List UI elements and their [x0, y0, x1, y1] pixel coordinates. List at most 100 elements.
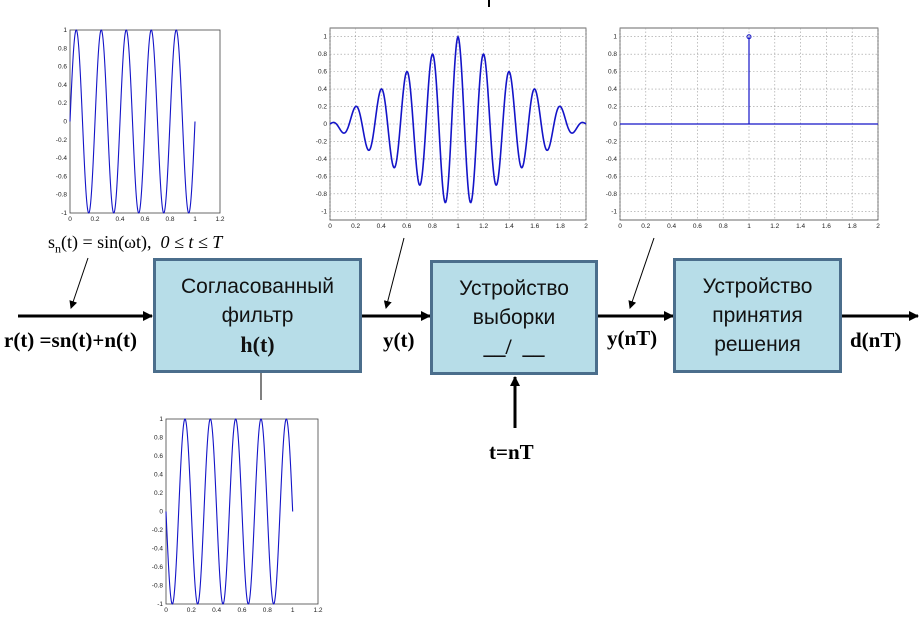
input-signal-label: r(t) =sn(t)+n(t) — [4, 328, 137, 352]
y-tick-label: 0.2 — [58, 100, 67, 107]
x-tick-label: 0.4 — [377, 223, 386, 230]
y-tick-label: -0.4 — [606, 156, 618, 163]
y-tick-label: -0.6 — [606, 173, 618, 180]
y-tick-label: -0.6 — [152, 564, 164, 571]
x-tick-label: 0.2 — [351, 223, 360, 230]
decision-subtitle-2: решения — [714, 333, 801, 356]
pointer-sample-plot — [628, 237, 655, 309]
y-tick-label: 0.8 — [58, 45, 67, 52]
x-tick-label: 2 — [584, 223, 588, 230]
x-tick-label: 0 — [68, 216, 72, 223]
x-tick-label: 0.4 — [667, 223, 676, 230]
y-tick-label: 0.8 — [318, 51, 327, 58]
x-tick-label: 0 — [328, 223, 332, 230]
y-tick-label: 0.2 — [318, 104, 327, 111]
y-tick-label: -0.2 — [316, 138, 328, 145]
y-tick-label: -0.8 — [152, 583, 164, 590]
x-tick-label: 0.2 — [187, 607, 196, 614]
sample-plot: 0 0.2 0.4 0.6 0.8 1 1.2 1.4 1.6 1.8 2 -1 -0.8 -0.6 -0.… — [606, 27, 880, 230]
y-tick-label: 0 — [323, 121, 327, 128]
signal-curve — [165, 418, 294, 605]
y-tick-label: 1 — [63, 27, 67, 34]
x-tick-label: 0.8 — [428, 223, 437, 230]
y-tick-label: 1 — [323, 34, 327, 41]
switch-symbol: __/ __ — [483, 334, 545, 359]
x-tick-label: 0.4 — [115, 216, 124, 223]
impulse-response-label: h(t) — [240, 332, 275, 357]
y-tick-label: -0.6 — [316, 173, 328, 180]
y-tick-label: 0.8 — [608, 51, 617, 58]
y-tick-label: 0.8 — [154, 435, 163, 442]
decision-subtitle-1: принятия — [712, 304, 803, 327]
y-tick-label: 0.6 — [58, 64, 67, 71]
x-tick-label: 0.2 — [641, 223, 650, 230]
formula-subscript: n — [55, 241, 62, 256]
x-tick-label: 0.6 — [237, 607, 246, 614]
y-tick-label: -0.8 — [606, 191, 618, 198]
sampler-output-label: y(nT) — [607, 326, 658, 350]
x-tick-label: 0.4 — [212, 607, 221, 614]
y-tick-label: -1 — [321, 208, 327, 215]
y-tick-label: 1 — [613, 34, 617, 41]
decision-block: Устройство принятия решения — [673, 258, 842, 373]
x-tick-label: 1 — [747, 223, 751, 230]
y-tick-label: 0.6 — [318, 69, 327, 76]
x-tick-label: 1.8 — [848, 223, 857, 230]
y-tick-label: -0.8 — [56, 192, 68, 199]
x-tick-label: 1 — [193, 216, 197, 223]
matched-filter-subtitle: фильтр — [221, 304, 294, 327]
formula-expression: (t) = sin(ωt), — [61, 232, 152, 252]
x-tick-label: 0 — [618, 223, 622, 230]
signal-curve — [329, 35, 587, 204]
y-tick-label: 0.2 — [154, 490, 163, 497]
y-tick-label: 0.4 — [154, 472, 163, 479]
impulse-response-plot: 0 0.2 0.4 0.6 0.8 1 1.2 -1 -0.8 -0.6 -0.4 -0.2 0 0.2 0… — [152, 416, 323, 614]
x-tick-label: 1.2 — [313, 607, 322, 614]
y-tick-label: 0.6 — [608, 69, 617, 76]
y-tick-label: 1 — [159, 416, 163, 423]
pointer-input-plot — [69, 257, 89, 309]
matched-filter-block: Согласованный фильтр h(t) — [153, 258, 362, 373]
y-tick-label: 0.4 — [318, 86, 327, 93]
x-tick-label: 1.2 — [215, 216, 224, 223]
y-tick-label: -1 — [611, 208, 617, 215]
x-tick-label: 1.4 — [505, 223, 514, 230]
y-tick-label: -0.4 — [56, 155, 68, 162]
y-tick-label: -0.8 — [316, 191, 328, 198]
formula-range: 0 ≤ t ≤ T — [160, 232, 223, 252]
y-tick-label: 0 — [63, 119, 67, 126]
y-tick-label: -0.2 — [152, 527, 164, 534]
y-tick-label: 0.4 — [608, 86, 617, 93]
x-tick-label: 1.8 — [556, 223, 565, 230]
sample-clock-label: t=nT — [489, 440, 534, 464]
x-tick-label: 1.2 — [479, 223, 488, 230]
pointer-filter-output-plot — [383, 237, 405, 309]
y-tick-label: -0.2 — [56, 137, 68, 144]
x-tick-label: 0.8 — [263, 607, 272, 614]
y-tick-label: 0.2 — [608, 104, 617, 111]
matched-filter-title: Согласованный — [180, 275, 334, 298]
y-tick-label: 0 — [159, 509, 163, 516]
y-tick-label: -1 — [157, 601, 163, 608]
sampler-subtitle: выборки — [472, 306, 556, 329]
formula-s: s — [48, 232, 56, 252]
x-tick-label: 0.8 — [719, 223, 728, 230]
y-tick-label: -0.4 — [152, 546, 164, 553]
filter-output-plot: 0 0.2 0.4 0.6 0.8 1 1.2 1.4 1.6 1.8 2 -1 -0.8 -0.6 -0.… — [316, 27, 588, 230]
x-tick-label: 2 — [876, 223, 880, 230]
y-tick-label: -1 — [61, 210, 67, 217]
y-tick-label: 0.6 — [154, 453, 163, 460]
stem-marker — [746, 34, 752, 40]
y-tick-label: -0.2 — [606, 138, 618, 145]
x-tick-label: 0.2 — [90, 216, 99, 223]
signal-formula: sn(t) = sin(ωt), 0 ≤ t ≤ T — [48, 232, 222, 257]
y-tick-label: -0.4 — [316, 156, 328, 163]
y-tick-label: 0.4 — [58, 82, 67, 89]
x-tick-label: 1.4 — [796, 223, 805, 230]
x-tick-label: 0 — [164, 607, 168, 614]
x-tick-label: 0.8 — [165, 216, 174, 223]
sampler-block: Устройство выборки __/ __ — [430, 260, 598, 375]
decision-output-label: d(nT) — [850, 328, 902, 352]
